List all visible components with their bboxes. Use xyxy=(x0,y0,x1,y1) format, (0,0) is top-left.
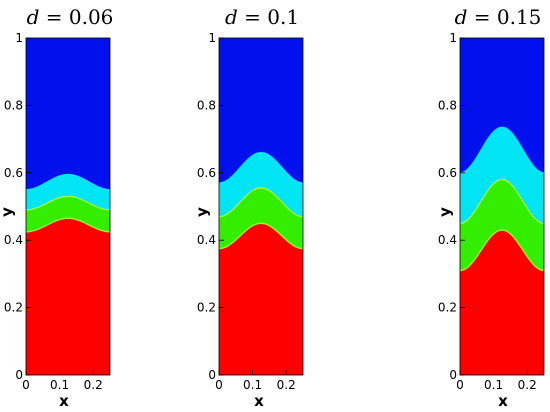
x-tick-label: 0.2 xyxy=(84,378,103,392)
interface-line-cyan-blue xyxy=(219,151,303,184)
y-tick-label: 0.8 xyxy=(197,98,216,112)
y-tick-label: 0 xyxy=(449,368,457,382)
y-tick-label: 0.2 xyxy=(197,301,216,315)
y-axis-label: y xyxy=(0,207,16,217)
x-tick-label: 0 xyxy=(215,378,223,392)
panel-d-0-06: d = 0.06 x y 0 0.2 0.4 0.6 0.8 1 0 0.1 0.2 xyxy=(0,5,113,410)
panel-title: d = 0.15 xyxy=(455,5,542,29)
x-axis-label: x xyxy=(498,392,508,410)
x-tick-label: 0.1 xyxy=(484,378,503,392)
y-tick-label: 1 xyxy=(15,31,23,45)
y-tick-label: 0.4 xyxy=(197,233,216,247)
plot-frame xyxy=(459,37,545,376)
interface-line-red-green xyxy=(460,229,544,272)
plot-frame xyxy=(25,37,111,376)
plot-area xyxy=(26,38,110,375)
y-tick-label: 0.8 xyxy=(4,98,23,112)
y-tick-label: 0 xyxy=(208,368,216,382)
y-axis-label: y xyxy=(436,207,454,217)
interface-line-red-green xyxy=(219,222,303,250)
y-tick-label: 0.2 xyxy=(438,301,457,315)
y-tick-label: 1 xyxy=(449,31,457,45)
plot-frame xyxy=(218,37,304,376)
x-axis-label: x xyxy=(59,392,69,410)
y-tick-label: 0 xyxy=(15,368,23,382)
y-tick-label: 0.6 xyxy=(4,166,23,180)
x-tick-label: 0.1 xyxy=(243,378,262,392)
panel-title: d = 0.1 xyxy=(225,5,299,29)
panel-d-0-1: d = 0.1 x y 0 0.2 0.4 0.6 0.8 1 0 0.1 0.2 xyxy=(193,5,304,410)
y-tick-label: 0.2 xyxy=(4,301,23,315)
y-tick-label: 0.8 xyxy=(438,98,457,112)
red-region xyxy=(26,218,110,375)
red-region xyxy=(219,223,303,375)
interface-line-green-cyan xyxy=(460,178,544,225)
x-axis-label: x xyxy=(254,392,264,410)
y-tick-label: 0.6 xyxy=(438,166,457,180)
interface-line-green-cyan xyxy=(26,195,110,211)
red-region xyxy=(460,230,544,375)
plot-area xyxy=(219,38,303,375)
x-tick-label: 0 xyxy=(22,378,30,392)
x-tick-label: 0.1 xyxy=(50,378,69,392)
y-tick-label: 0.4 xyxy=(438,233,457,247)
interface-line-cyan-blue xyxy=(26,173,110,191)
x-tick-label: 0.2 xyxy=(277,378,296,392)
y-tick-label: 1 xyxy=(208,31,216,45)
panel-d-0-15: d = 0.15 x y 0 0.2 0.4 0.6 0.8 1 0 0.1 0.2 xyxy=(436,5,545,410)
plot-area xyxy=(460,38,544,375)
interface-line-green-cyan xyxy=(219,187,303,218)
y-tick-label: 0.4 xyxy=(4,233,23,247)
panel-title: d = 0.06 xyxy=(27,5,114,29)
interface-line-red-green xyxy=(26,217,110,233)
y-axis-label: y xyxy=(193,207,211,217)
x-tick-label: 0.2 xyxy=(518,378,537,392)
interface-line-cyan-blue xyxy=(460,126,544,174)
y-tick-label: 0.6 xyxy=(197,166,216,180)
x-tick-label: 0 xyxy=(456,378,464,392)
